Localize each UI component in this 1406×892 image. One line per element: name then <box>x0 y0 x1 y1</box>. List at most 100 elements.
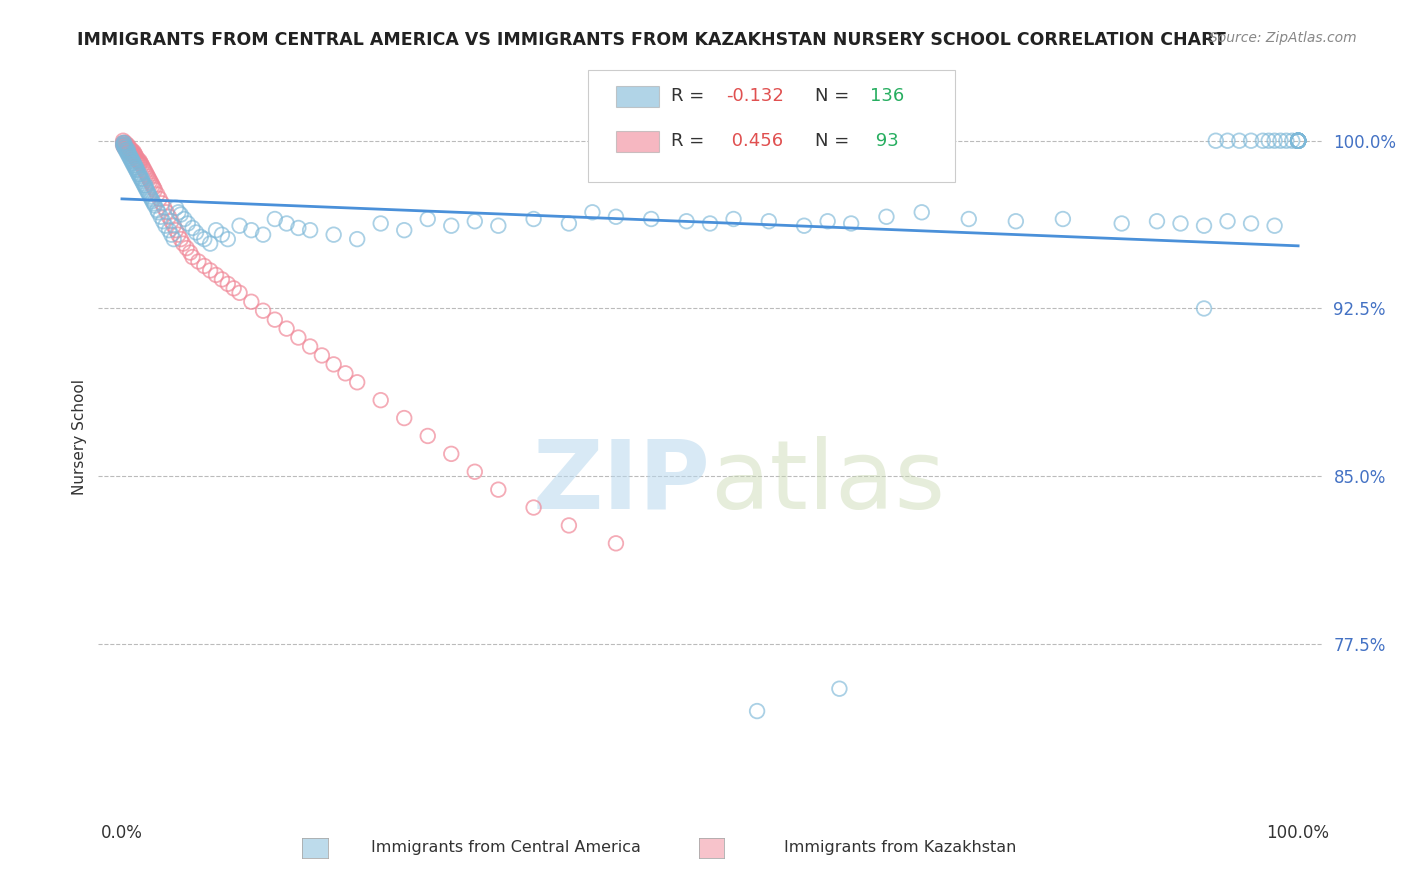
Point <box>141 178 163 193</box>
Point <box>146 202 169 217</box>
Point <box>157 210 180 224</box>
Point <box>558 518 581 533</box>
Point <box>112 134 135 148</box>
Point <box>1240 134 1263 148</box>
Point <box>1286 134 1309 148</box>
Point <box>1257 134 1279 148</box>
Point <box>177 217 200 231</box>
Point <box>839 217 862 231</box>
Point <box>157 223 180 237</box>
Point <box>1111 217 1133 231</box>
Point <box>155 219 177 233</box>
Point <box>124 158 146 172</box>
Point <box>1286 134 1309 148</box>
Point <box>122 158 145 172</box>
Point <box>114 140 136 154</box>
Point <box>252 303 274 318</box>
Point <box>141 194 163 208</box>
Point <box>117 143 139 157</box>
Point <box>135 167 157 181</box>
Text: N =: N = <box>815 87 855 105</box>
Point <box>112 136 135 150</box>
Point <box>117 143 139 157</box>
Point <box>392 223 415 237</box>
Point <box>122 145 145 159</box>
Point <box>128 156 150 170</box>
Point <box>115 143 138 157</box>
Point <box>120 143 142 157</box>
Point <box>118 140 141 154</box>
Point <box>699 217 721 231</box>
Point <box>370 393 392 408</box>
Point <box>120 152 142 166</box>
Point <box>1286 134 1309 148</box>
Point <box>131 158 153 172</box>
Point <box>121 156 143 170</box>
Point <box>112 136 135 150</box>
Point <box>1286 134 1309 148</box>
Point <box>112 138 135 153</box>
Point <box>181 221 204 235</box>
Point <box>117 145 139 159</box>
Point <box>165 201 187 215</box>
Point <box>1281 134 1303 148</box>
Point <box>1286 134 1309 148</box>
Point <box>120 152 142 166</box>
Point <box>114 140 136 154</box>
Point <box>187 254 209 268</box>
Point <box>335 367 357 381</box>
Point <box>139 189 162 203</box>
Point <box>167 227 190 242</box>
Point <box>141 192 163 206</box>
Point <box>745 704 768 718</box>
Text: 0.456: 0.456 <box>725 132 783 150</box>
Point <box>146 187 169 202</box>
Point <box>240 294 263 309</box>
Point <box>127 153 149 168</box>
Point <box>117 138 139 153</box>
Point <box>1275 134 1298 148</box>
Point <box>115 145 138 159</box>
Point <box>287 330 309 344</box>
Point <box>118 149 141 163</box>
Point <box>675 214 697 228</box>
Point <box>131 174 153 188</box>
Point <box>132 176 155 190</box>
Point <box>114 138 136 153</box>
Point <box>1286 134 1309 148</box>
Point <box>138 171 160 186</box>
Point <box>127 167 149 181</box>
Point <box>117 147 139 161</box>
Point <box>134 178 156 193</box>
Point <box>121 145 143 159</box>
Point <box>117 140 139 154</box>
Point <box>875 210 897 224</box>
Point <box>118 147 141 161</box>
Point <box>167 205 190 219</box>
Point <box>160 214 183 228</box>
Point <box>392 411 415 425</box>
Point <box>163 219 186 233</box>
Point <box>217 277 239 291</box>
Point <box>184 226 207 240</box>
Point <box>172 236 194 251</box>
Text: R =: R = <box>671 87 710 105</box>
Point <box>217 232 239 246</box>
Point <box>134 180 156 194</box>
Point <box>1286 134 1309 148</box>
Point <box>152 214 174 228</box>
Point <box>160 227 183 242</box>
Point <box>127 153 149 168</box>
Point <box>416 212 439 227</box>
Point <box>240 223 263 237</box>
Point <box>138 187 160 202</box>
Point <box>127 162 149 177</box>
Point <box>1286 134 1309 148</box>
Point <box>205 223 228 237</box>
Point <box>252 227 274 242</box>
Point <box>287 221 309 235</box>
Point <box>112 138 135 153</box>
Point <box>125 161 148 175</box>
Point <box>148 205 170 219</box>
Point <box>112 140 135 154</box>
